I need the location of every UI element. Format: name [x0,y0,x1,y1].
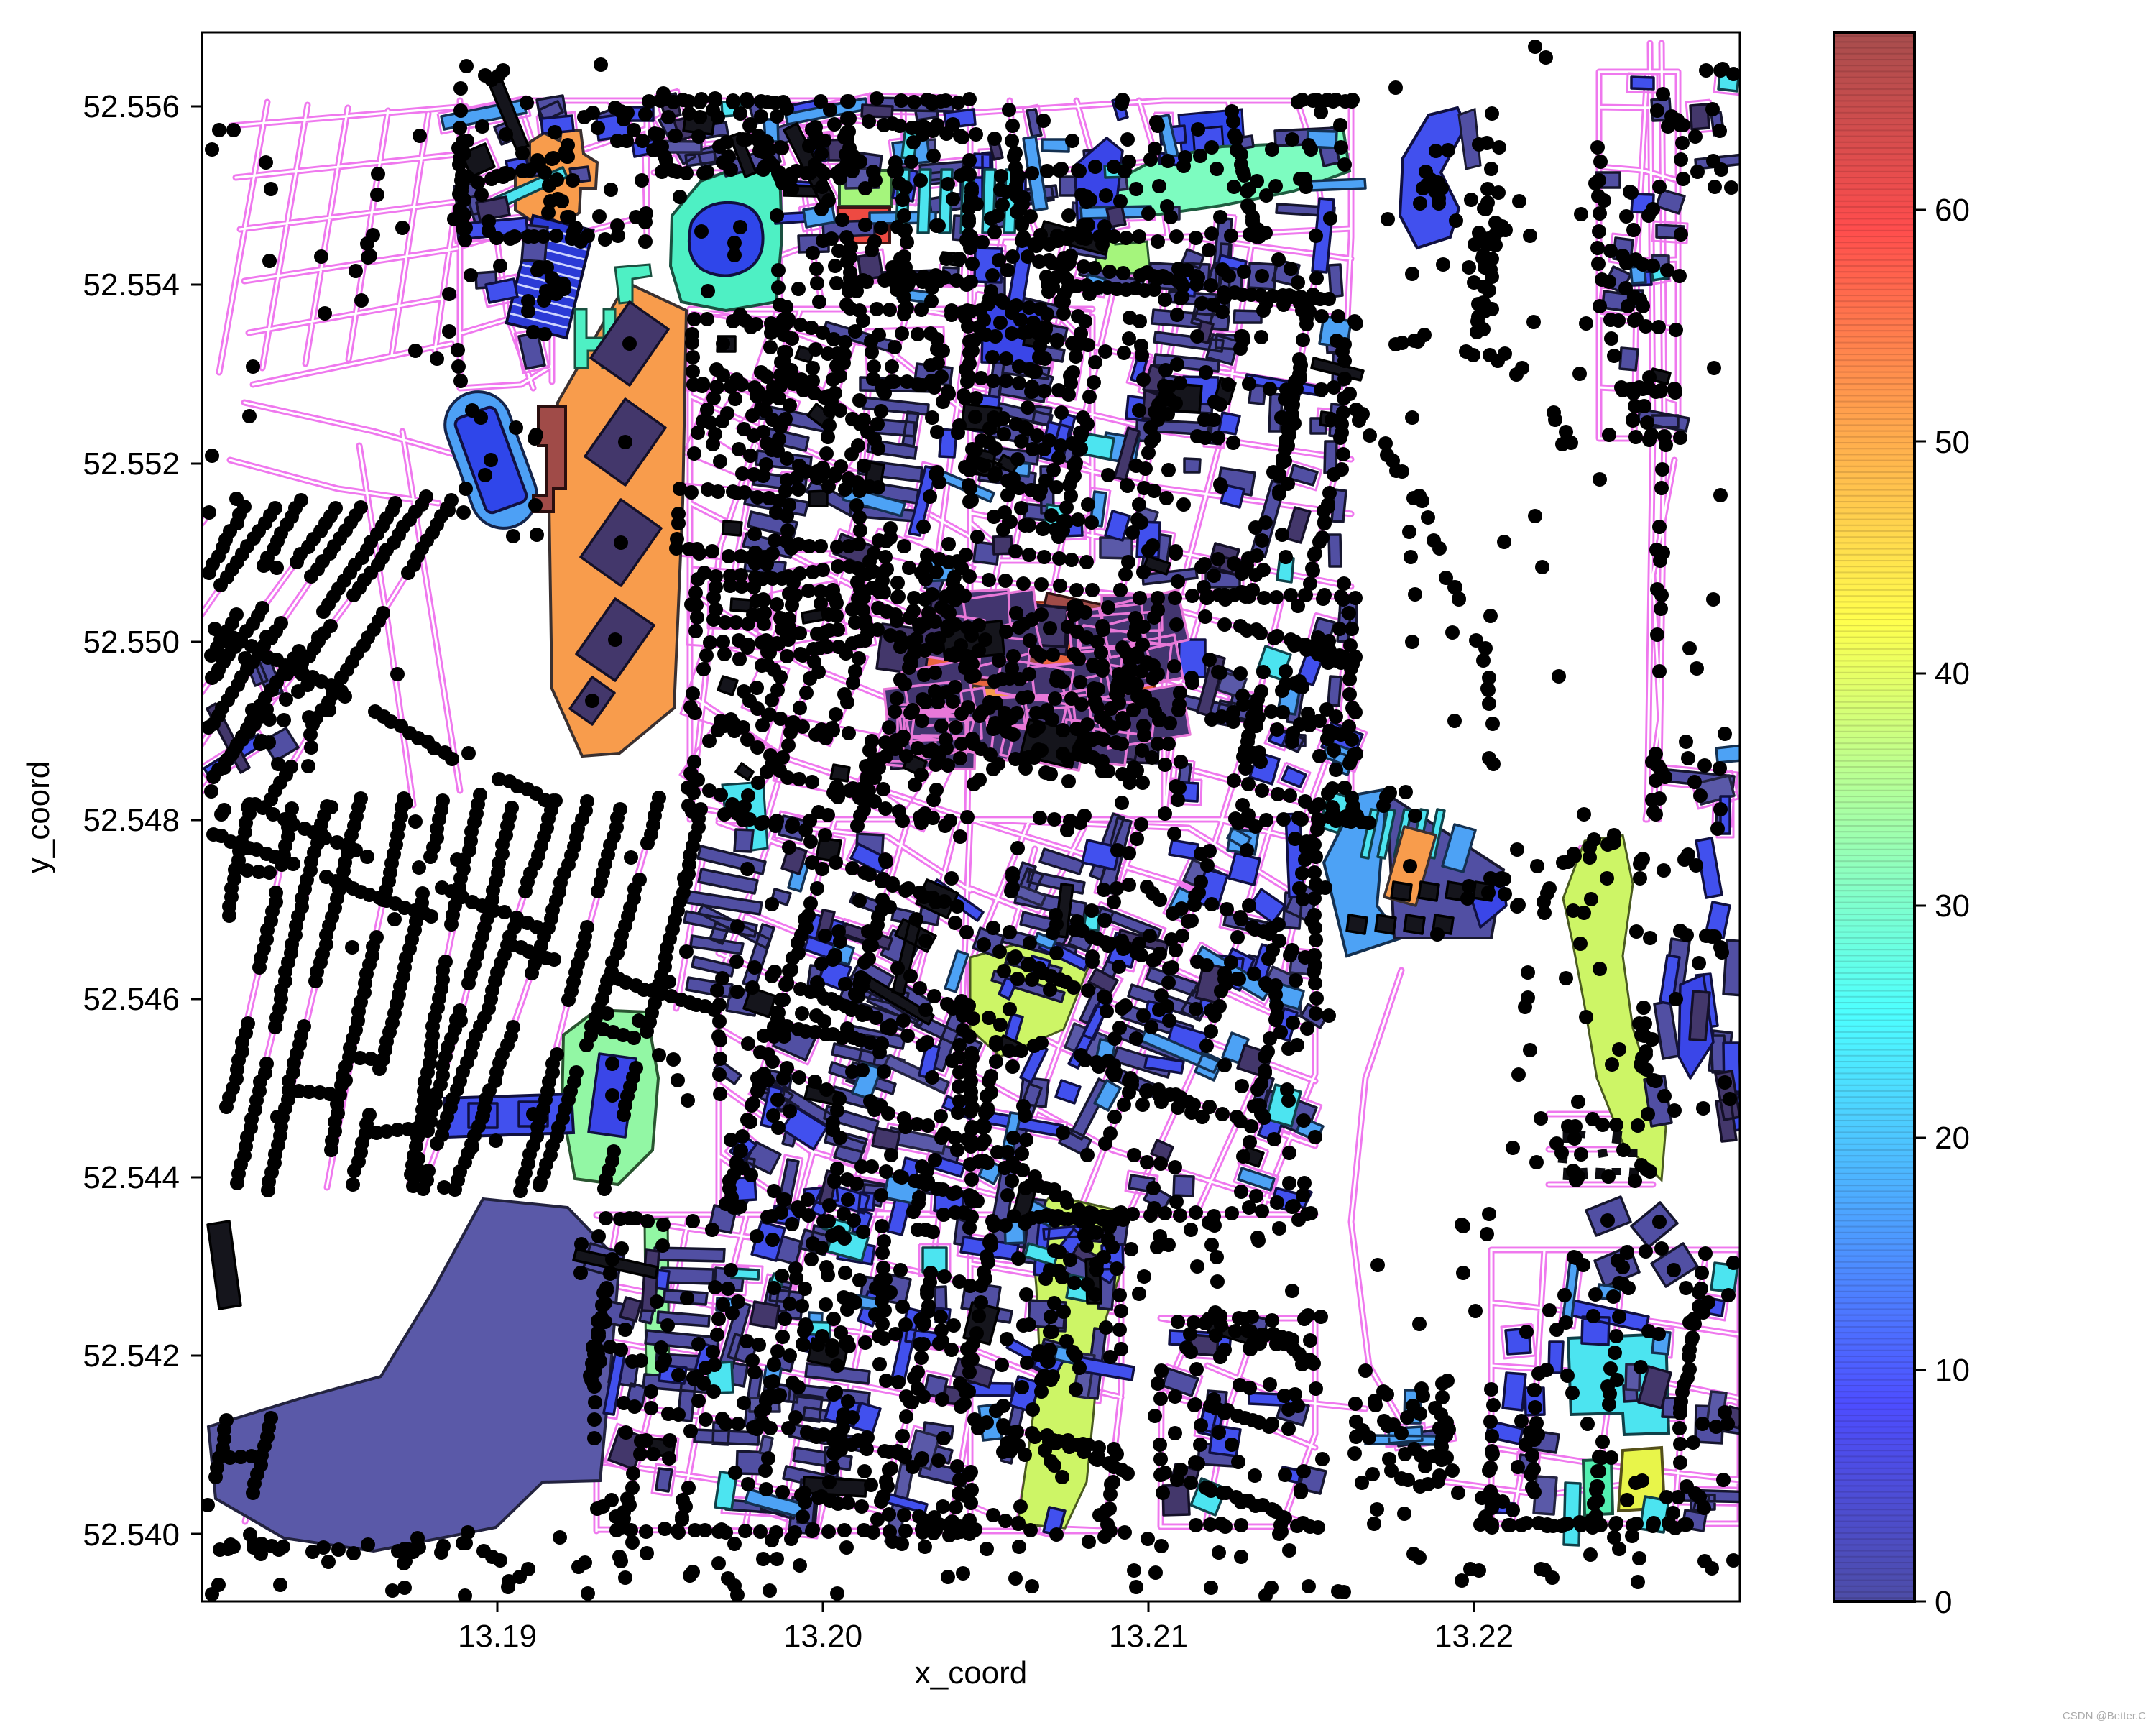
svg-text:0: 0 [1935,1585,1952,1620]
svg-text:52.552: 52.552 [83,446,180,482]
svg-text:CSDN @Better.C: CSDN @Better.C [2063,1710,2146,1722]
svg-text:13.22: 13.22 [1434,1619,1514,1654]
svg-text:52.550: 52.550 [83,625,180,660]
svg-text:30: 30 [1935,888,1970,924]
svg-text:40: 40 [1935,656,1970,691]
svg-text:52.540: 52.540 [83,1517,180,1552]
svg-text:52.546: 52.546 [83,982,180,1017]
svg-text:52.544: 52.544 [83,1160,180,1195]
svg-text:20: 20 [1935,1121,1970,1156]
svg-text:13.21: 13.21 [1109,1619,1188,1654]
svg-text:52.548: 52.548 [83,803,180,838]
svg-text:52.542: 52.542 [83,1338,180,1374]
svg-text:x_coord: x_coord [915,1655,1028,1690]
svg-text:13.19: 13.19 [458,1619,537,1654]
svg-text:y_coord: y_coord [21,761,56,874]
svg-text:60: 60 [1935,193,1970,228]
svg-text:10: 10 [1935,1353,1970,1388]
svg-text:13.20: 13.20 [783,1619,862,1654]
svg-text:52.556: 52.556 [83,89,180,124]
svg-text:52.554: 52.554 [83,267,180,303]
svg-text:50: 50 [1935,425,1970,460]
